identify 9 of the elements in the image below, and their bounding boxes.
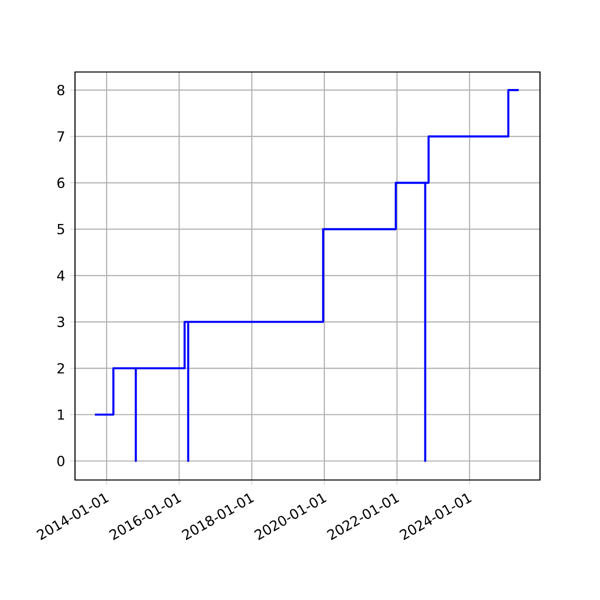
y-tick-label: 1: [58, 410, 64, 420]
y-tick-label: 0: [57, 456, 64, 466]
y-tick-label: 5: [58, 224, 64, 234]
y-tick-label: 3: [58, 316, 64, 328]
y-tick-label: 6: [57, 178, 64, 188]
y-tick-label: 2: [57, 363, 64, 374]
y-tick-label: 8: [57, 84, 64, 96]
y-tick-label: 7: [58, 131, 64, 142]
y-tick-label: 4: [57, 270, 64, 281]
